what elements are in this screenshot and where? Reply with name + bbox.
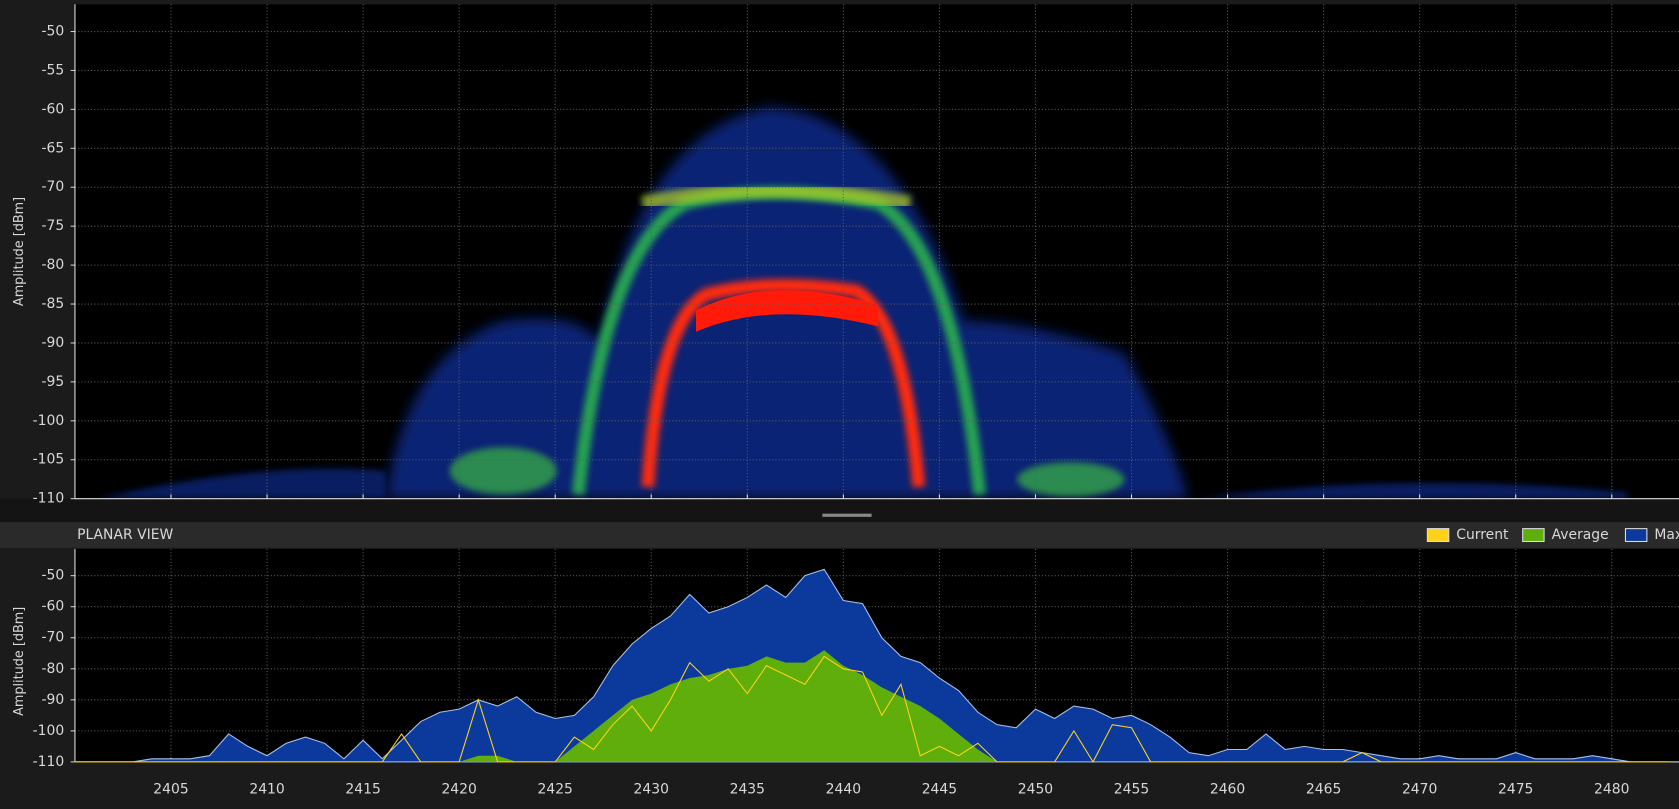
y-tick-label: -70 <box>42 179 65 195</box>
y-tick-label: -65 <box>42 140 65 156</box>
splitter-handle[interactable] <box>822 514 871 517</box>
x-tick-label: 2405 <box>153 782 188 798</box>
y-tick-label: -50 <box>42 568 65 584</box>
y-tick-label: -90 <box>42 335 65 351</box>
legend-swatch <box>1427 529 1448 542</box>
y-axis-label: Amplitude [dBm] <box>12 197 27 306</box>
spectrum-analyzer: PLANAR VIEW Amplitude [dBm] Amplitude [d… <box>0 0 1679 809</box>
y-tick-label: -100 <box>33 723 65 739</box>
y-tick-label: -50 <box>42 24 65 40</box>
y-tick-label: -70 <box>42 630 65 646</box>
x-tick-label: 2445 <box>922 782 957 798</box>
y-tick-label: -110 <box>33 754 65 770</box>
y-tick-label: -95 <box>42 374 65 390</box>
x-tick-label: 2430 <box>634 782 669 798</box>
splitter[interactable] <box>0 499 1679 523</box>
x-tick-label: 2460 <box>1210 782 1245 798</box>
y-tick-label: -105 <box>33 452 65 468</box>
x-tick-label: 2455 <box>1114 782 1149 798</box>
planar-title: PLANAR VIEW <box>77 527 173 543</box>
x-tick-label: 2440 <box>826 782 861 798</box>
y-tick-label: -60 <box>42 599 65 615</box>
y-axis-label: Amplitude [dBm] <box>12 607 27 716</box>
y-tick-label: -60 <box>42 101 65 117</box>
x-tick-label: 2415 <box>345 782 380 798</box>
y-tick-label: -90 <box>42 692 65 708</box>
y-tick-label: -75 <box>42 218 65 234</box>
x-tick-label: 2435 <box>730 782 765 798</box>
legend-label: Average <box>1552 527 1609 543</box>
legend-swatch <box>1625 529 1646 542</box>
x-tick-label: 2450 <box>1018 782 1053 798</box>
density-blob <box>450 447 557 494</box>
x-tick-label: 2470 <box>1402 782 1437 798</box>
legend-label: Current <box>1456 527 1509 543</box>
y-tick-label: -110 <box>33 491 65 507</box>
y-tick-label: -80 <box>42 661 65 677</box>
x-tick-label: 2475 <box>1498 782 1533 798</box>
x-tick-label: 2420 <box>441 782 476 798</box>
legend: Current Average Max <box>1427 527 1679 543</box>
density-blob <box>1017 462 1124 496</box>
legend-swatch <box>1523 529 1544 542</box>
y-tick-label: -85 <box>42 296 65 312</box>
legend-label: Max <box>1654 527 1679 543</box>
x-tick-label: 2410 <box>249 782 284 798</box>
y-tick-label: -80 <box>42 257 65 273</box>
x-tick-label: 2465 <box>1306 782 1341 798</box>
x-tick-label: 2480 <box>1594 782 1629 798</box>
y-tick-label: -100 <box>33 413 65 429</box>
y-tick-label: -55 <box>42 62 65 78</box>
x-tick-label: 2425 <box>538 782 573 798</box>
